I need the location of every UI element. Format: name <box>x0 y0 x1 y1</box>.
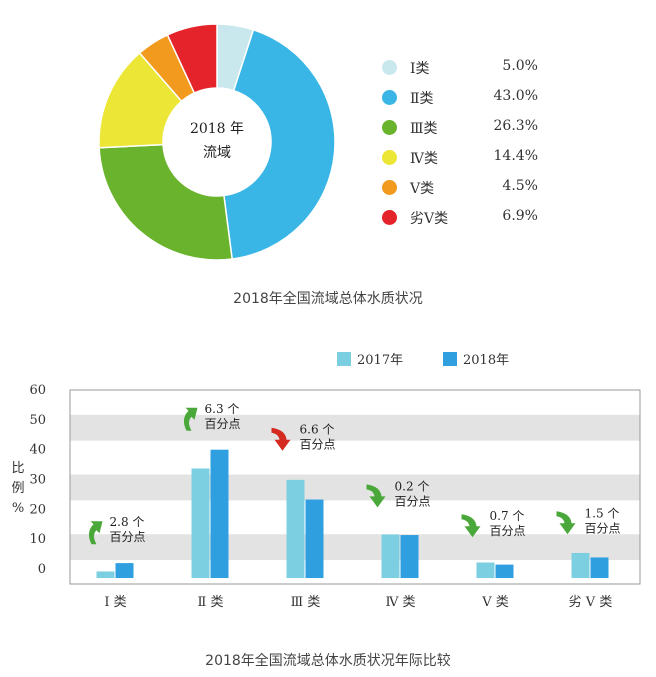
donut-center-line-1: 2018 年 <box>190 121 244 137</box>
annotation-value: 6.6 个 <box>300 423 335 437</box>
y-tick-label: 20 <box>29 502 46 517</box>
bar-chart: 0 10 20 30 40 50 60 Ⅰ 类 Ⅱ 类 Ⅲ 类 Ⅳ 类 Ⅴ 类 劣 Ⅴ 类 2.8 个… <box>0 340 656 640</box>
plot-frame <box>69 389 641 585</box>
legend-swatch <box>382 90 397 105</box>
arrow-down-icon <box>556 511 576 535</box>
legend-value: 43.0% <box>493 88 538 104</box>
annotation-value: 0.2 个 <box>395 479 430 493</box>
bar-caption: 2018年全国流域总体水质状况年际比较 <box>205 653 451 669</box>
legend-label: Ⅲ类 <box>410 121 438 137</box>
bar-2017-1 <box>96 571 115 579</box>
legend-label: Ⅱ类 <box>410 91 434 107</box>
legend-item: Ⅴ类 4.5% <box>378 174 548 204</box>
legend-item: Ⅲ类 26.3% <box>378 114 548 144</box>
category-label: 劣 Ⅴ 类 <box>569 595 613 610</box>
arrow-up-icon <box>88 521 103 545</box>
y-tick-label: 30 <box>29 473 46 488</box>
category-label: Ⅴ 类 <box>481 595 509 610</box>
legend-swatch <box>382 180 397 195</box>
bar-2018-3 <box>305 499 324 579</box>
arrow-down-icon <box>366 484 386 508</box>
legend-label: 2017年 <box>357 353 403 368</box>
grid-band <box>70 534 640 561</box>
legend-label: 劣Ⅴ类 <box>410 211 449 227</box>
legend-value: 4.5% <box>502 178 538 194</box>
legend-item: Ⅰ类 5.0% <box>378 54 548 84</box>
legend-label: Ⅳ类 <box>410 151 438 167</box>
legend-item: Ⅱ类 43.0% <box>378 84 548 114</box>
bar-2018-4 <box>400 535 419 579</box>
legend-label: Ⅰ类 <box>410 61 430 77</box>
y-axis-label-char: 比 <box>11 461 24 476</box>
y-tick-label: 0 <box>38 562 46 577</box>
annotation-unit: 百分点 <box>490 524 526 538</box>
category-label: Ⅳ 类 <box>385 595 415 610</box>
legend-swatch <box>382 60 397 75</box>
annotation-unit: 百分点 <box>110 530 146 544</box>
legend-item: 劣Ⅴ类 6.9% <box>378 204 548 234</box>
annotation-value: 1.5 个 <box>585 506 620 520</box>
arrow-down-icon <box>271 427 291 451</box>
category-label: Ⅰ 类 <box>104 595 126 610</box>
bar-2017-2 <box>191 468 210 579</box>
y-tick-label: 10 <box>29 532 46 547</box>
legend-swatch <box>382 210 397 225</box>
y-tick-label: 40 <box>29 443 46 458</box>
y-axis-label-char: 例 <box>11 481 24 496</box>
donut-slice-6 <box>166 23 218 94</box>
donut-slice-3 <box>98 143 233 261</box>
annotation-unit: 百分点 <box>205 417 241 431</box>
bar-2017-5 <box>476 562 495 579</box>
donut-caption: 2018年全国流域总体水质状况 <box>233 291 423 307</box>
donut-slice-2 <box>223 28 336 260</box>
donut-legend: Ⅰ类 5.0% Ⅱ类 43.0% Ⅲ类 26.3% Ⅳ类 14.4% Ⅴ类 4.5% 劣Ⅴ类 6.9% <box>378 54 548 234</box>
annotation-unit: 百分点 <box>395 494 431 508</box>
donut-chart: 2018 年 流域 Ⅰ类 5.0% Ⅱ类 43.0% Ⅲ类 26.3% Ⅳ类 14.4% Ⅴ类 4… <box>0 0 656 270</box>
bar-2018-5 <box>495 564 514 579</box>
legend-swatch <box>337 352 351 366</box>
bar-2018-6 <box>590 557 609 579</box>
legend-value: 6.9% <box>502 208 538 224</box>
bar-2017-4 <box>381 534 400 579</box>
annotation-value: 2.8 个 <box>110 515 145 529</box>
annotation-unit: 百分点 <box>585 521 621 535</box>
legend-swatch <box>382 120 397 135</box>
arrow-up-icon <box>183 407 198 431</box>
y-axis-label-char: % <box>12 501 24 516</box>
bar-2017-6 <box>571 552 590 579</box>
bar-svg: 0 10 20 30 40 50 60 Ⅰ 类 Ⅱ 类 Ⅲ 类 Ⅳ 类 Ⅴ 类 劣 Ⅴ 类 2.8 个… <box>11 352 641 610</box>
legend-swatch <box>382 150 397 165</box>
bar-2017-3 <box>286 479 305 579</box>
legend-label: 2018年 <box>463 353 509 368</box>
annotation-value: 6.3 个 <box>205 402 240 416</box>
annotation-unit: 百分点 <box>300 438 336 452</box>
category-label: Ⅱ 类 <box>198 595 224 610</box>
legend-label: Ⅴ类 <box>410 181 435 197</box>
arrow-down-icon <box>461 514 481 538</box>
legend-swatch <box>443 352 457 366</box>
legend-value: 14.4% <box>493 148 538 164</box>
legend-value: 5.0% <box>502 58 538 74</box>
legend-value: 26.3% <box>493 118 538 134</box>
y-tick-label: 60 <box>29 383 46 398</box>
bar-2018-1 <box>115 563 134 579</box>
donut-svg: 2018 年 流域 <box>98 23 336 261</box>
donut-center-line-2: 流域 <box>203 145 231 161</box>
legend-item: Ⅳ类 14.4% <box>378 144 548 174</box>
y-tick-label: 50 <box>29 413 46 428</box>
bar-2018-2 <box>210 449 229 579</box>
grid-band <box>70 474 640 501</box>
grid-band <box>70 414 640 441</box>
category-label: Ⅲ 类 <box>291 595 321 610</box>
annotation-value: 0.7 个 <box>490 509 525 523</box>
